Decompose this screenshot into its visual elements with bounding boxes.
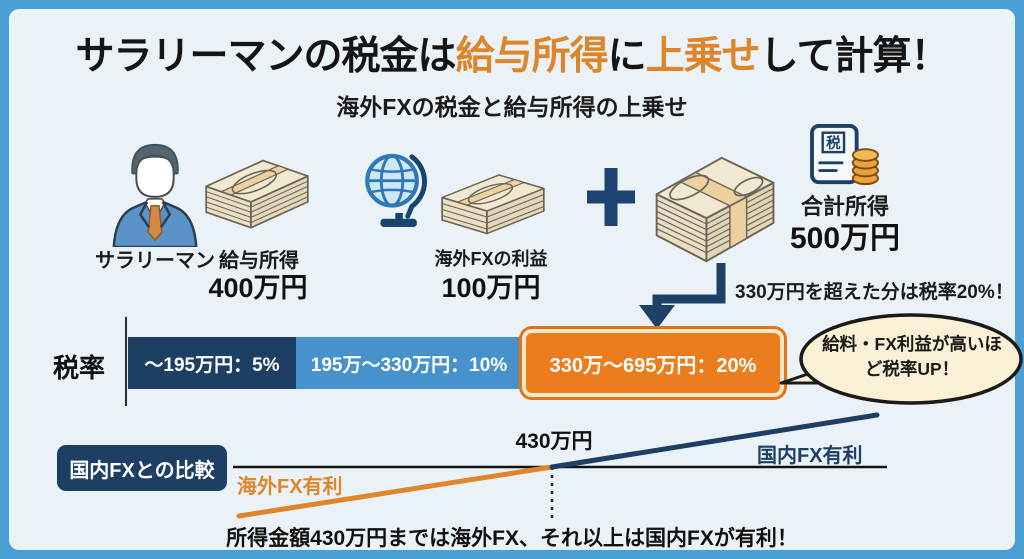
salary-money-stack-icon (205, 159, 309, 229)
overseas-fx-line (236, 464, 555, 519)
title-part-4-highlight: 上乗せ (645, 35, 761, 78)
tax-bracket-10pct: 195万～330万円：10% (296, 337, 522, 389)
tax-document-icon: 税 (810, 123, 879, 186)
page-subtitle: 海外FXの税金と給与所得の上乗せ (336, 94, 688, 120)
coins-icon (851, 148, 879, 186)
speech-bubble-line1: 給料・FX利益が高いほ (822, 334, 1002, 354)
title-part-5: して計算！ (759, 35, 950, 78)
tax-bracket-20pct-highlight: 330万～695万円：20% (522, 329, 784, 397)
page-title: サラリーマンの税金は給与所得に上乗せして計算！ (9, 25, 1015, 81)
domestic-fx-line (549, 412, 880, 470)
fx-money-stack-icon (441, 174, 545, 235)
title-part-2-highlight: 給与所得 (455, 35, 609, 78)
comparison-caption: 所得金額430万円までは海外FX、それ以上は国内FXが有利！ (226, 527, 798, 550)
down-arrow-icon (639, 263, 726, 329)
fx-profit-label: 海外FXの利益 (434, 249, 548, 269)
overseas-fx-advantage-label: 海外FX有利 (237, 476, 343, 498)
salaryman-icon (112, 143, 198, 247)
tax-character: 税 (826, 134, 841, 152)
total-money-stack-icon (655, 156, 775, 263)
infographic-background: サラリーマンの税金は給与所得に上乗せして計算！ 海外FXの税金と給与所得の上乗せ… (9, 9, 1023, 550)
comparison-badge: 国内FXとの比較 (57, 445, 227, 491)
breakeven-label: 430万円 (515, 430, 593, 453)
comparison-chart (233, 412, 887, 519)
fx-profit-amount: 100万円 (441, 273, 541, 303)
speech-bubble-line2: ど税率UP！ (864, 358, 960, 379)
salary-amount: 400万円 (208, 273, 308, 303)
globe-icon (365, 153, 427, 227)
tax-bar-axis-line (125, 317, 127, 406)
tax-rate-axis-label: 税率 (53, 353, 106, 383)
salary-label: 給与所得 (219, 250, 299, 272)
domestic-fx-advantage-label: 国内FX有利 (757, 445, 863, 467)
total-income-label: 合計所得 (800, 194, 889, 219)
speech-bubble (779, 313, 1023, 405)
salaryman-label: サラリーマン (95, 250, 215, 272)
title-part-1: サラリーマンの税金は (75, 35, 457, 78)
title-part-3: に (607, 35, 647, 78)
speech-bubble-text: 給料・FX利益が高いほ ど税率UP！ (808, 332, 1016, 381)
tax-bracket-5pct: ～195万円：5% (128, 337, 296, 389)
total-income-amount: 500万円 (789, 222, 901, 255)
plus-icon (587, 168, 635, 226)
tax-rate-note: 330万円を超えた分は税率20%！ (735, 282, 1014, 303)
